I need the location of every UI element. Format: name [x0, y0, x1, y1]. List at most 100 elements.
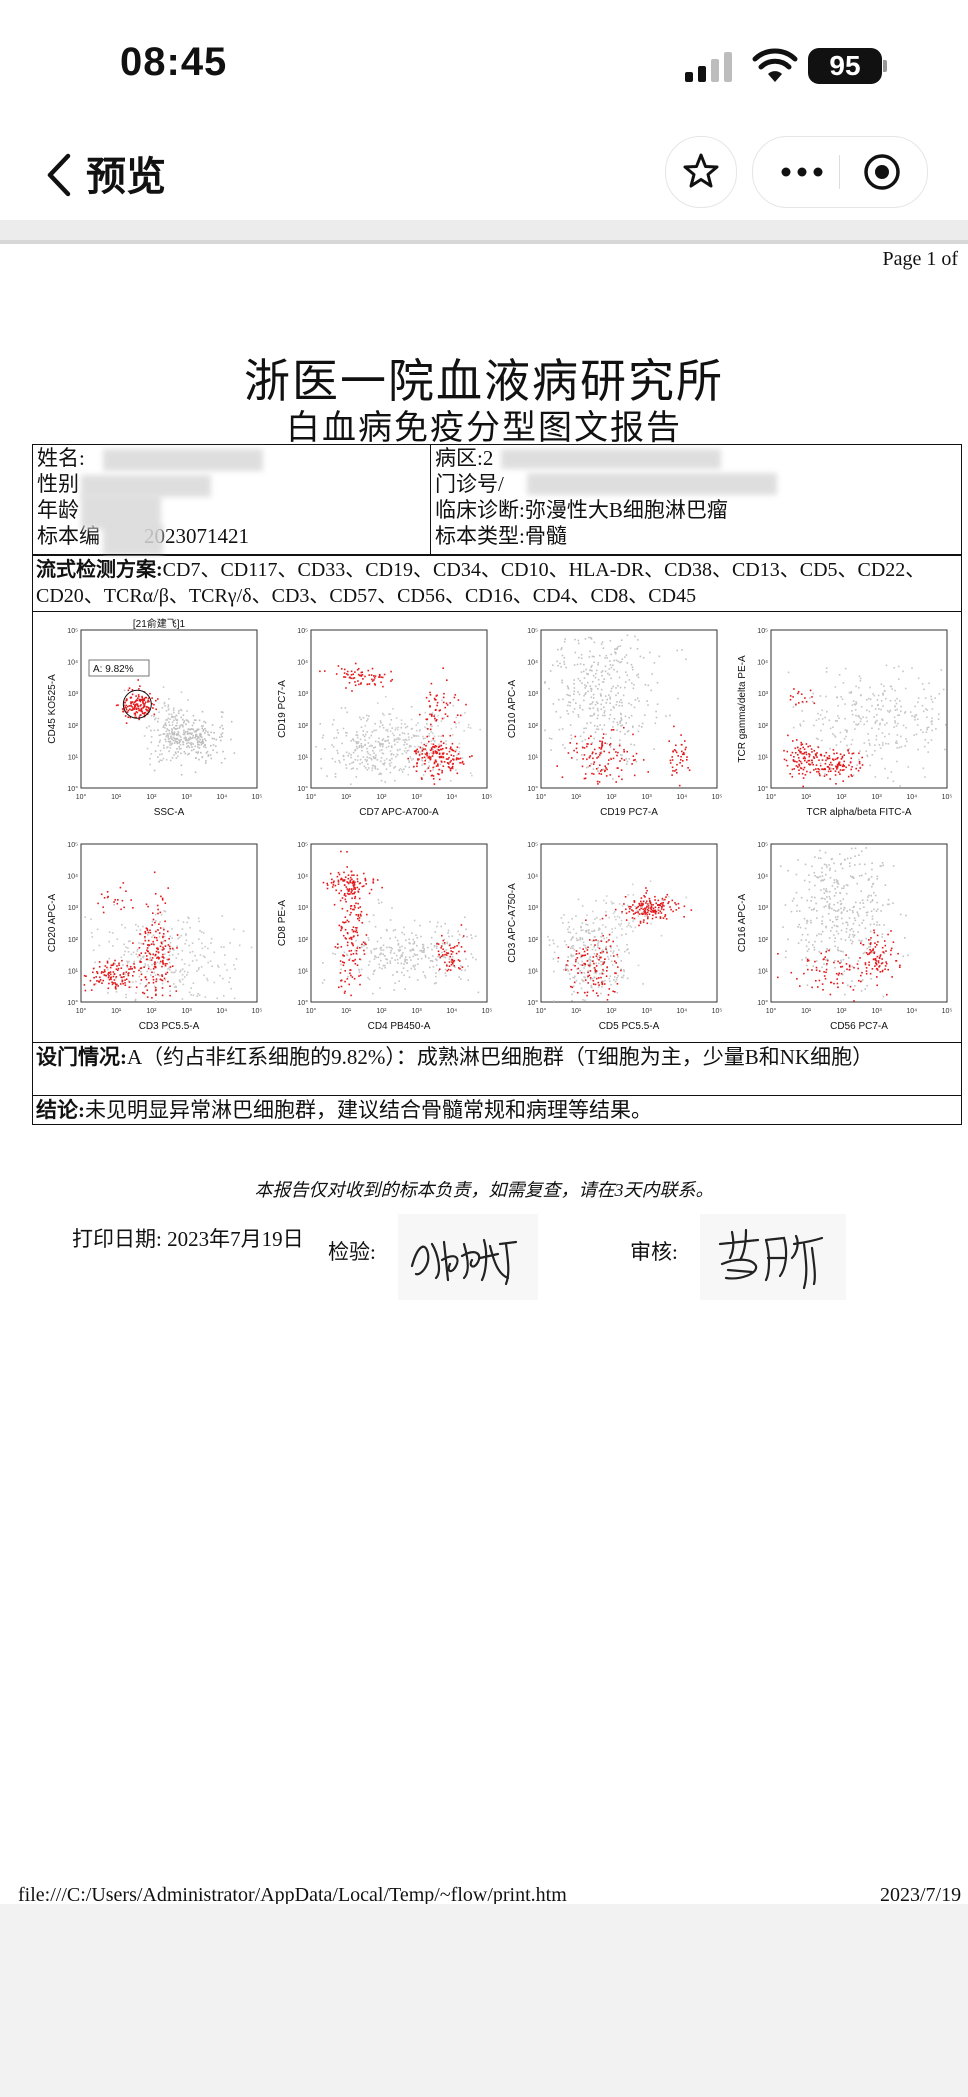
sex-row: 性别	[37, 471, 79, 497]
y-tick-label: 10°	[67, 785, 78, 793]
y-tick-label: 10¹	[68, 968, 79, 975]
ungated-event-cluster	[572, 880, 688, 967]
x-tick-label: 10⁵	[712, 1008, 723, 1015]
x-tick-label: 10¹	[341, 1008, 352, 1015]
print-date-value: 2023年7月19日	[167, 1227, 304, 1251]
gate-label-box	[88, 659, 150, 677]
x-tick-label: 10⁵	[482, 1008, 493, 1015]
y-tick-label: 10°	[757, 785, 768, 793]
gated-event-cluster	[419, 667, 467, 737]
report-page: Page 1 of 浙医一院血液病研究所 白血病免疫分型图文报告 姓名: 性别 …	[0, 244, 968, 1906]
clinic-number-label: 门诊号/	[435, 472, 504, 496]
plot-frame	[310, 629, 488, 789]
x-tick-label: 10⁵	[942, 794, 953, 801]
gated-event-cluster	[859, 929, 901, 983]
flow-plot-svg: 10°10° 10¹ 10¹ 10² 10² 10³ 10³ 10⁴ 10⁴ 10⁵ 10⁵ CD5 …	[507, 842, 723, 1032]
conclusion-label: 结论:	[36, 1098, 85, 1122]
x-tick-label: 10⁵	[482, 794, 493, 801]
x-tick-label: 10¹	[111, 1008, 122, 1015]
x-tick-label: 10³	[182, 794, 193, 801]
x-tick-label: 10¹	[341, 794, 352, 801]
flow-plots-panel: 10° 10° 10¹ 10¹ 10² 10² 10³ 10³ 10⁴ 10⁴ 10⁵ 10⁵ A: 9…	[32, 611, 962, 1043]
page-title: 预览	[86, 154, 166, 200]
y-tick-label: 10³	[528, 691, 539, 698]
y-tick-label: 10°	[297, 785, 308, 793]
y-tick-label: 10²	[758, 723, 769, 730]
y-tick-label: 10⁴	[527, 874, 538, 881]
x-axis-label: CD3 PC5.5-A	[139, 1021, 200, 1032]
status-time: 08:45	[120, 40, 228, 84]
y-tick-label: 10⁴	[67, 660, 78, 667]
reviewer-label: 审核:	[630, 1240, 678, 1264]
y-tick-label: 10³	[298, 691, 309, 698]
y-tick-label: 10³	[758, 905, 769, 912]
x-tick-label: 10⁴	[676, 794, 687, 801]
x-tick-label: 10³	[872, 1008, 883, 1015]
y-tick-label: 10³	[528, 905, 539, 912]
y-tick-label: 10¹	[758, 968, 769, 975]
x-tick-label: 10⁴	[676, 1008, 687, 1015]
flow-plot-7: 10° 10° 10¹ 10¹ 10² 10² 10³ 10³ 10⁴ 10⁴ 10⁵ 10⁵ CD5 …	[501, 830, 731, 1045]
y-tick-label: 10°	[527, 785, 538, 793]
gated-event-cluster	[333, 850, 368, 997]
redaction-block	[103, 525, 163, 555]
x-tick-label: 10°	[536, 793, 547, 801]
age-label: 年龄	[37, 498, 79, 522]
y-axis-label: CD20 APC-A	[47, 893, 58, 952]
x-tick-label: 10¹	[571, 794, 582, 801]
x-axis-label: CD5 PC5.5-A	[599, 1021, 660, 1032]
ungated-event-cluster	[123, 686, 204, 766]
y-tick-label: 10°	[297, 999, 308, 1007]
gated-event-cluster	[115, 672, 159, 724]
x-tick-label: 10°	[76, 793, 87, 801]
back-arrow-icon[interactable]	[40, 148, 80, 202]
flow-plot-4: 10° 10° 10¹ 10¹ 10² 10² 10³ 10³ 10⁴ 10⁴ 10⁵ 10⁵ TCR …	[731, 616, 961, 831]
close-target-icon[interactable]	[861, 151, 903, 193]
flow-plot-svg: 10°10° 10¹ 10¹ 10² 10² 10³ 10³ 10⁴ 10⁴ 10⁵ 10⁵ CD4 …	[277, 842, 493, 1032]
y-axis-label: CD10 APC-A	[507, 679, 518, 738]
battery-tip	[883, 60, 887, 72]
flow-plot-svg: 10°10° 10¹ 10¹ 10² 10² 10³ 10³ 10⁴ 10⁴ 10⁵ 10⁵ CD56…	[737, 842, 952, 1032]
x-axis-label: CD4 PB450-A	[368, 1021, 431, 1032]
page-indicator: Page 1 of	[882, 248, 958, 270]
gated-event-cluster	[97, 882, 134, 914]
flow-plot-1: 10° 10° 10¹ 10¹ 10² 10² 10³ 10³ 10⁴ 10⁴ 10⁵ 10⁵ A: 9…	[41, 616, 271, 831]
y-tick-label: 10³	[68, 691, 79, 698]
y-tick-label: 10⁴	[297, 874, 308, 881]
gating-section: 设门情况:A（约占非红系细胞的9.82%）：成熟淋巴细胞群（T细胞为主，少量B和…	[32, 1042, 962, 1096]
patient-info-table: 姓名: 性别 年龄 标本编 2023071421 病区:2 门诊号/ 临床诊断:弥…	[32, 444, 962, 556]
x-tick-label: 10²	[376, 1008, 387, 1015]
ungated-event-cluster	[84, 904, 253, 1002]
redaction-block	[501, 449, 721, 469]
x-tick-label: 10⁴	[446, 1008, 457, 1015]
y-tick-label: 10¹	[298, 754, 309, 761]
footer-file-path: file:///C:/Users/Administrator/AppData/L…	[18, 1884, 567, 1906]
x-tick-label: 10¹	[111, 794, 122, 801]
x-tick-label: 10²	[836, 794, 847, 801]
favorite-button[interactable]	[665, 136, 737, 208]
flow-plot-svg: 10°10° 10¹ 10¹ 10² 10² 10³ 10³ 10⁴ 10⁴ 10⁵ 10⁵ A: 9…	[47, 617, 262, 818]
name-row: 姓名:	[37, 445, 85, 471]
ungated-event-cluster	[321, 899, 480, 995]
diagnosis-label: 临床诊断:	[435, 498, 525, 522]
y-tick-label: 10⁵	[67, 628, 78, 635]
separator-band	[0, 220, 968, 242]
star-icon	[683, 153, 719, 189]
clinic-number-row: 门诊号/	[435, 471, 504, 497]
more-options-icon[interactable]	[779, 157, 825, 187]
x-tick-label: 10⁴	[216, 1008, 227, 1015]
y-tick-label: 10⁵	[757, 842, 768, 849]
redaction-block	[103, 449, 263, 471]
diagnosis-value: 弥漫性大B细胞淋巴瘤	[524, 498, 728, 522]
y-tick-label: 10³	[68, 905, 79, 912]
y-axis-label: CD19 PC7-A	[277, 680, 288, 738]
y-tick-label: 10⁵	[527, 628, 538, 635]
ungated-event-cluster	[787, 664, 947, 787]
report-title: 浙医一院血液病研究所	[244, 356, 724, 407]
reviewer-signature	[700, 1214, 846, 1300]
flow-plot-svg: 10°10° 10¹ 10¹ 10² 10² 10³ 10³ 10⁴ 10⁴ 10⁵ 10⁵ CD7 …	[277, 628, 493, 818]
y-tick-label: 10²	[758, 937, 769, 944]
x-tick-label: 10³	[412, 1008, 423, 1015]
name-label: 姓名:	[37, 446, 85, 470]
redaction-block	[81, 475, 211, 497]
